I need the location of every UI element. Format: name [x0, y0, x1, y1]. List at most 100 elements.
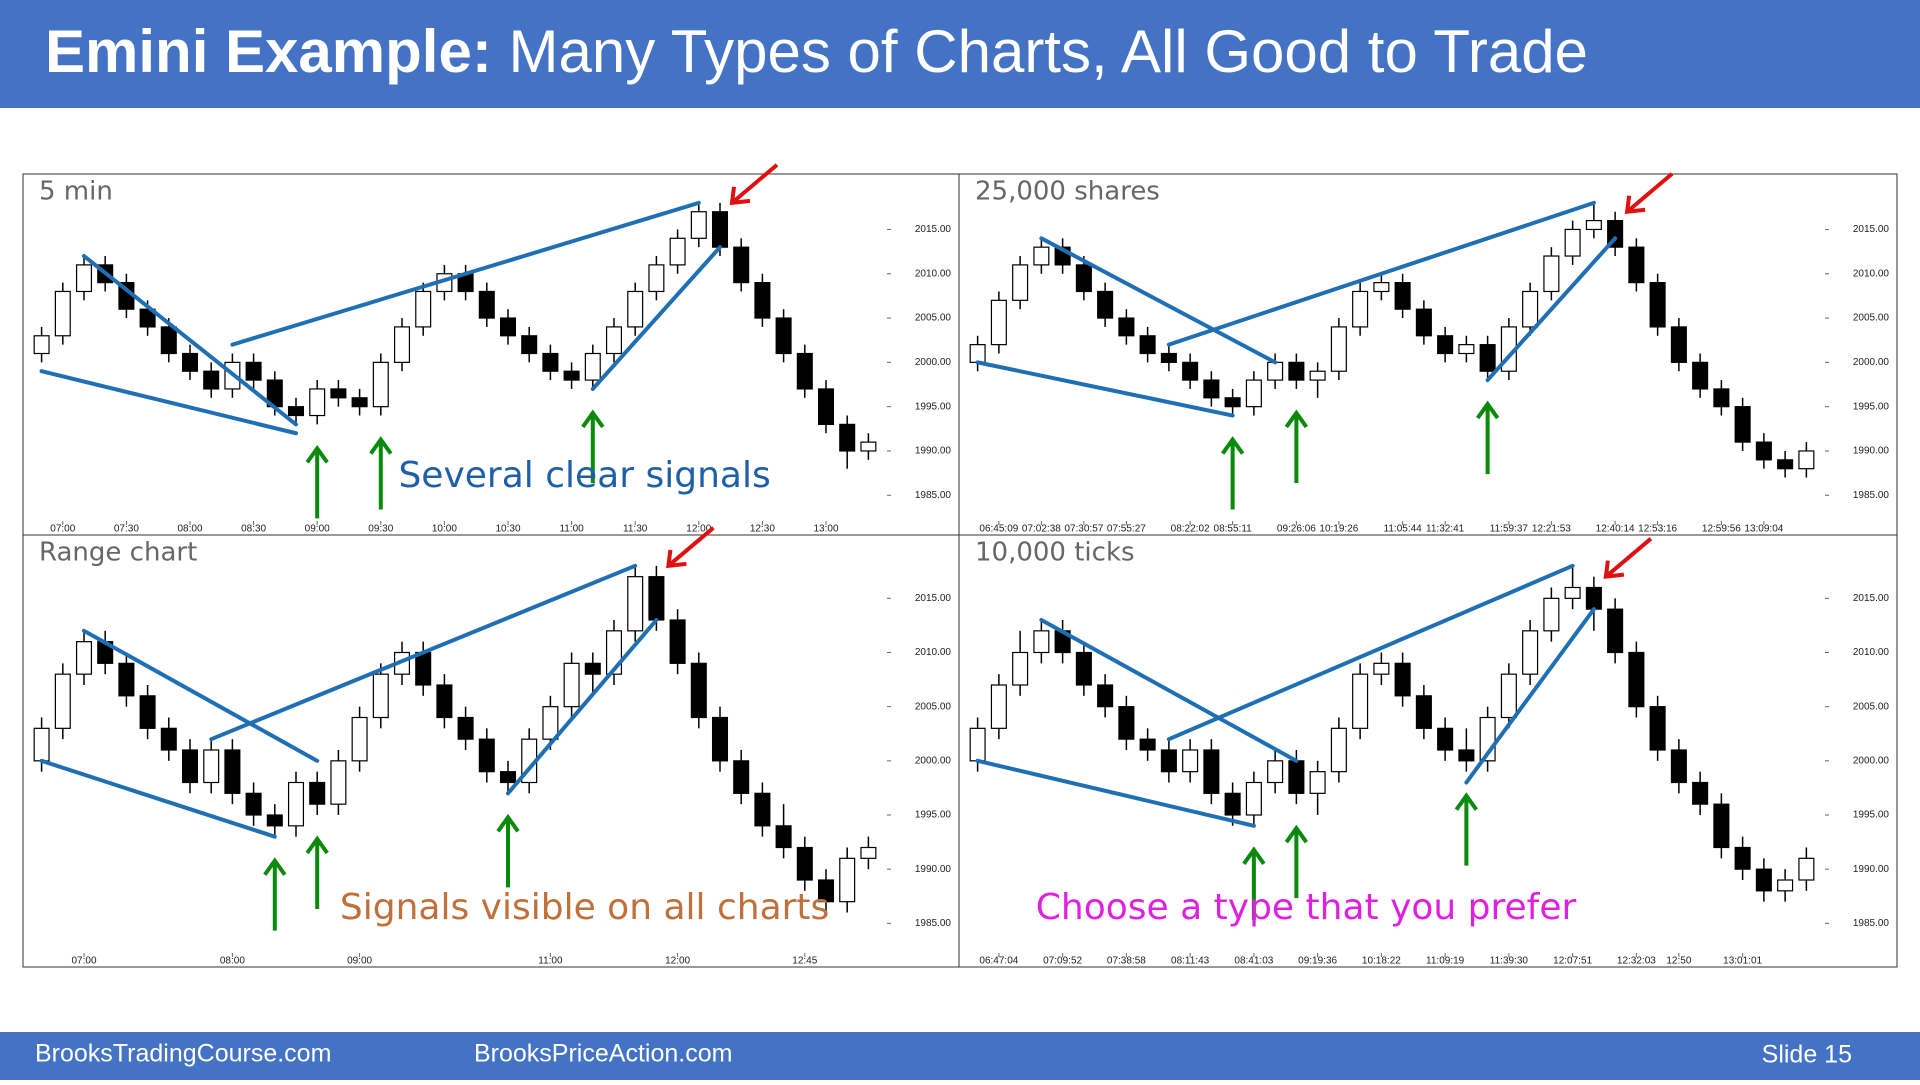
candle-body: [1649, 706, 1666, 751]
x-tick-label: 07:30: [114, 524, 139, 535]
x-tick-label: 12:00: [686, 524, 711, 535]
candle-body: [605, 326, 623, 355]
candle-body: [1012, 264, 1029, 301]
candle-body: [351, 397, 368, 408]
candle-body: [245, 792, 262, 816]
candle-body: [627, 576, 644, 632]
candle-body: [245, 361, 262, 381]
x-tick-label: 08:41:03: [1234, 956, 1273, 967]
candle-body: [990, 299, 1007, 346]
candle-body: [1075, 651, 1092, 686]
candle-body: [1777, 879, 1794, 892]
x-tick-label: 12:59:56: [1702, 524, 1741, 535]
trendline: [39, 758, 277, 839]
candle-body: [1267, 361, 1284, 381]
x-tick-label: 12:30: [750, 524, 775, 535]
x-tick-label: 11:59:37: [1490, 524, 1529, 535]
candle-body: [1224, 397, 1241, 408]
x-tick-label: 07:02:38: [1022, 524, 1061, 535]
candle-body: [1288, 760, 1305, 794]
x-tick-label: 09:26:06: [1277, 524, 1316, 535]
x-tick-label: 10:30: [495, 524, 520, 535]
candle-body: [733, 246, 750, 284]
candle-body: [499, 317, 517, 337]
candle-body: [1224, 792, 1241, 816]
candle-body: [330, 760, 347, 805]
candle-body: [584, 662, 601, 675]
candle-body: [775, 825, 792, 849]
candle-body: [1522, 630, 1539, 675]
candle-body: [1139, 335, 1156, 355]
x-tick-label: 07:38:58: [1107, 956, 1146, 967]
x-tick-label: 07:55:27: [1107, 524, 1146, 535]
candle-body: [54, 673, 71, 729]
footer-right: Slide 15: [1762, 1041, 1852, 1069]
trendline: [975, 758, 1256, 828]
panel-title: Range chart: [39, 538, 197, 568]
y-tick-label: 2015.00: [915, 224, 952, 235]
trendline: [39, 369, 298, 436]
candle-body: [839, 857, 856, 903]
candle-body: [1373, 282, 1390, 293]
candle-body: [711, 211, 729, 248]
candle-body: [75, 641, 93, 675]
x-tick-label: 12:40:14: [1596, 524, 1635, 535]
y-tick-label: 2000.00: [1853, 357, 1890, 368]
annotation: Choose a type that you prefer: [1036, 887, 1577, 928]
candle-body: [1713, 388, 1730, 408]
x-tick-label: 09:30: [368, 524, 393, 535]
candle-body: [330, 388, 347, 399]
candle-body: [648, 264, 665, 293]
trendline: [82, 254, 298, 427]
candle-body: [563, 370, 580, 381]
candle-body: [415, 651, 432, 686]
x-tick-label: 11:32:41: [1426, 524, 1465, 535]
trendline: [506, 618, 659, 796]
candle-body: [224, 749, 241, 794]
candle-body: [563, 662, 580, 708]
candle-body: [1373, 662, 1390, 675]
x-tick-label: 07:30:57: [1064, 524, 1103, 535]
candle-body: [499, 771, 517, 784]
x-tick-label: 06:45:09: [979, 524, 1018, 535]
candle-body: [1734, 846, 1751, 870]
candle-body: [627, 290, 644, 328]
candle-body: [1437, 335, 1454, 355]
title-rest: Many Types of Charts, All Good to Trade: [508, 18, 1587, 85]
candle-body: [1628, 651, 1645, 708]
y-tick-label: 1985.00: [915, 918, 952, 929]
candle-body: [690, 662, 707, 719]
x-tick-label: 11:09:19: [1426, 956, 1465, 967]
candle-body: [181, 749, 199, 784]
candle-body: [1500, 673, 1517, 719]
candle-body: [1437, 727, 1454, 751]
trendline: [1485, 236, 1618, 383]
candle-body: [287, 781, 305, 827]
candle-body: [1479, 344, 1496, 372]
header-bar: [0, 0, 1920, 108]
candle-body: [1203, 379, 1220, 399]
candle-body: [1182, 361, 1199, 381]
candle-body: [1309, 370, 1326, 381]
buy-arrow: [1284, 824, 1309, 899]
candle-body: [839, 423, 856, 452]
trendline: [1166, 200, 1596, 347]
footer-left: BrooksTradingCourse.com: [35, 1040, 331, 1068]
candle-body: [542, 352, 559, 372]
panel-title: 25,000 shares: [975, 177, 1160, 207]
x-tick-label: 11:39:30: [1490, 956, 1529, 967]
y-tick-label: 2000.00: [915, 755, 952, 766]
candle-body: [990, 684, 1007, 729]
panel-frame: [958, 173, 1898, 536]
buy-arrow: [1284, 409, 1309, 483]
candle-body: [584, 352, 601, 381]
candle-body: [1649, 282, 1666, 328]
x-tick-label: 10:18:22: [1362, 956, 1401, 967]
candle-body: [1203, 749, 1220, 794]
candle-body: [817, 879, 835, 903]
candle-body: [648, 576, 665, 621]
candle-body: [478, 290, 495, 319]
x-tick-label: 07:09:52: [1043, 956, 1082, 967]
candle-body: [372, 361, 389, 408]
buy-arrow: [496, 813, 520, 888]
